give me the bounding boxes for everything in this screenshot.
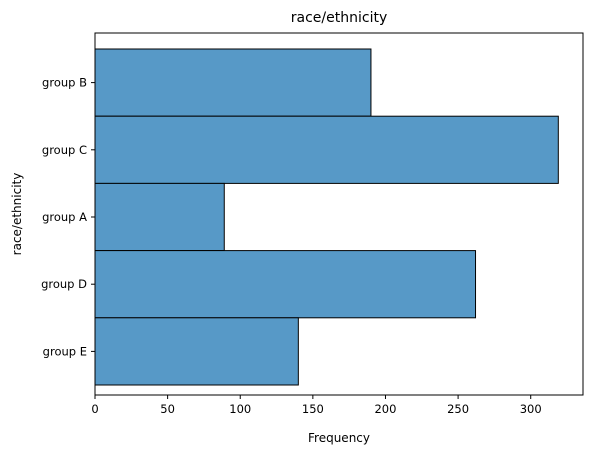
x-tick-label: 100 [229,402,251,416]
chart-title: race/ethnicity [291,10,387,26]
y-tick-label: group A [42,210,87,224]
y-tick-label: group E [43,344,87,358]
x-axis-ticks: 0 50 100 150 200 250 300 [91,395,542,416]
y-tick-label: group C [42,143,87,157]
bar-group-e [94,317,299,386]
x-tick-label: 50 [160,402,175,416]
x-tick-label: 200 [374,402,396,416]
bar-group-c [94,115,559,184]
bar-group-a [94,182,225,252]
y-axis-label: race/ethnicity [10,173,24,256]
bar-group-d [94,250,477,319]
bars-group [94,48,559,386]
x-tick-label: 0 [91,402,98,416]
bar-group-b [94,48,372,117]
plot-area-frame [94,32,584,396]
x-tick-label: 250 [447,402,469,416]
y-tick-label: group D [41,277,87,291]
y-axis-ticks: group B group C group A group D group E [41,76,95,358]
x-tick-label: 300 [520,402,542,416]
x-tick-label: 150 [302,402,324,416]
y-tick-label: group B [42,76,87,90]
x-axis-label: Frequency [308,431,370,445]
